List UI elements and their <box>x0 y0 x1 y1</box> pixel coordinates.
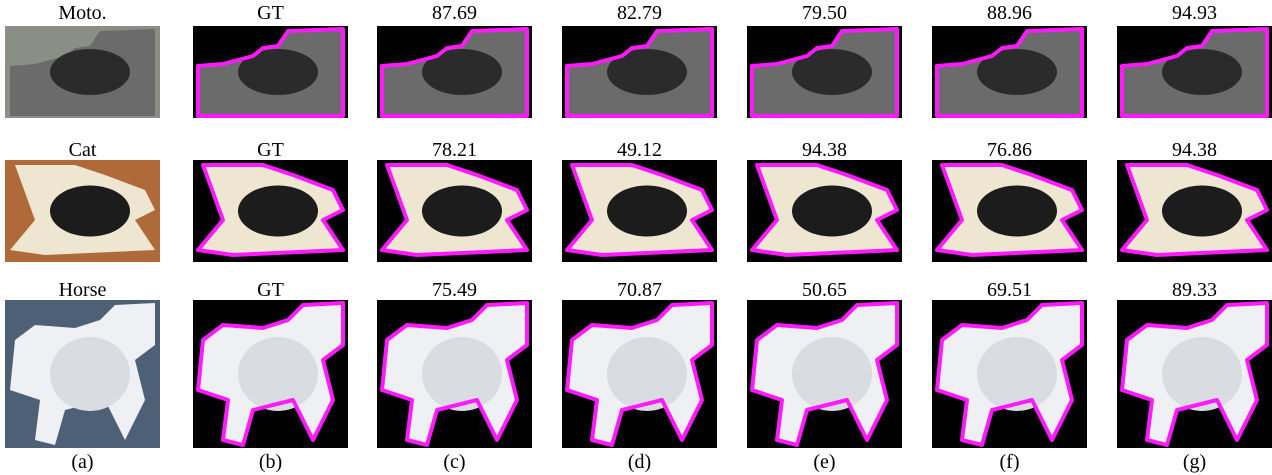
segmentation-image <box>377 26 532 118</box>
label: 94.38 <box>747 139 902 161</box>
label: Moto. <box>5 2 160 24</box>
label: (e) <box>747 451 902 473</box>
label: 50.65 <box>747 279 902 301</box>
label: (b) <box>193 451 348 473</box>
segmentation-image <box>747 160 902 262</box>
subject-dark <box>792 337 872 411</box>
segmentation-image <box>747 26 902 118</box>
segmentation-image <box>1117 26 1272 118</box>
subject-dark <box>607 186 687 237</box>
segmentation-image <box>747 300 902 448</box>
segmentation-image <box>1117 300 1272 448</box>
label: 49.12 <box>562 139 717 161</box>
label: GT <box>193 279 348 301</box>
input-image <box>5 26 160 118</box>
segmentation-image <box>1117 160 1272 262</box>
segmentation-image <box>562 160 717 262</box>
subject-dark <box>977 337 1057 411</box>
segmentation-image <box>193 26 348 118</box>
subject-dark <box>977 186 1057 237</box>
segmentation-image <box>562 26 717 118</box>
subject-dark <box>50 186 130 237</box>
label: GT <box>193 139 348 161</box>
input-image <box>5 160 160 262</box>
subject-dark <box>238 337 318 411</box>
subject-dark <box>50 49 130 95</box>
label: 94.38 <box>1117 139 1272 161</box>
label: 94.93 <box>1117 2 1272 24</box>
label: 76.86 <box>932 139 1087 161</box>
segmentation-image <box>377 160 532 262</box>
segmentation-image <box>932 160 1087 262</box>
subject-dark <box>1162 186 1242 237</box>
subject-dark <box>792 186 872 237</box>
subject-dark <box>422 337 502 411</box>
segmentation-image <box>377 300 532 448</box>
label: Horse <box>5 279 160 301</box>
subject-dark <box>238 186 318 237</box>
label: Cat <box>5 139 160 161</box>
label: (d) <box>562 451 717 473</box>
label: 75.49 <box>377 279 532 301</box>
subject-dark <box>422 186 502 237</box>
label: (f) <box>932 451 1087 473</box>
label: 79.50 <box>747 2 902 24</box>
segmentation-image <box>193 160 348 262</box>
label: GT <box>193 2 348 24</box>
subject-dark <box>607 337 687 411</box>
segmentation-image <box>193 300 348 448</box>
label: (g) <box>1117 451 1272 473</box>
label: (c) <box>377 451 532 473</box>
figure: Moto. GT 87.69 82.79 79.50 88.96 94.93 Cat GT 78.… <box>0 0 1272 475</box>
label: 87.69 <box>377 2 532 24</box>
input-image <box>5 300 160 448</box>
label: 82.79 <box>562 2 717 24</box>
label: 70.87 <box>562 279 717 301</box>
subject-dark <box>50 337 130 411</box>
label: (a) <box>5 451 160 473</box>
segmentation-image <box>932 26 1087 118</box>
label: 69.51 <box>932 279 1087 301</box>
label: 89.33 <box>1117 279 1272 301</box>
segmentation-image <box>562 300 717 448</box>
label: 88.96 <box>932 2 1087 24</box>
label: 78.21 <box>377 139 532 161</box>
segmentation-image <box>932 300 1087 448</box>
subject-dark <box>1162 337 1242 411</box>
